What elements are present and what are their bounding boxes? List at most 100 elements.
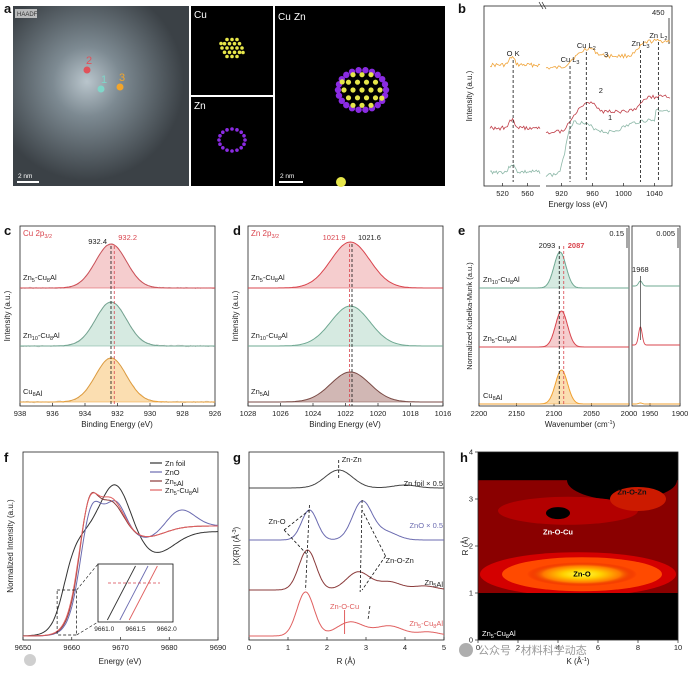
panel-label-f: f [4,450,9,465]
xps-title-main: Cu 2p [23,229,45,238]
g-series-label-3-part-4: Al [436,619,443,628]
g-series-label-3-part-1: 5 [418,624,421,630]
cuzn-edge-dot [336,177,346,187]
panel-c-ylabel: Intensity (a.u.) [3,290,12,341]
g-znozn-arrow [361,555,386,591]
g-series-label-2-part-0: Zn [425,578,434,587]
xps-sample-label-0-part-1: 5 [32,278,35,284]
f-zoom-connector [76,563,99,591]
zn-dot [230,127,234,131]
panel-label-b: b [458,1,466,16]
panel-f-xlabel: Energy (eV) [99,657,142,666]
panel-label-a: a [4,1,12,16]
cuzn-map-label-zn: Zn [294,12,306,23]
cuzn-zn-dot [355,67,362,74]
e-sample-label-1-part-4: Al [510,334,517,343]
b-series-right-3 [545,38,671,70]
h-xtick-label: 4 [556,643,560,652]
h-xtick-label: 2 [516,643,520,652]
xps-sample-label-0-part-3: 8 [275,278,278,284]
cuzn-zn-dot [335,92,343,99]
e-sample-label-1-part-2: -Cu [495,334,507,343]
b-edge-label-main: Zn L [649,31,664,40]
panel-label-h: h [460,450,468,465]
xps-fill-0 [248,242,443,288]
cuzn-cu-dot [350,72,356,78]
xps-sample-label-2-part-1: 8 [33,392,36,398]
b-series-left-1 [489,163,541,175]
zn-dot [243,138,247,142]
b-series-right-2 [545,94,671,135]
xps-title-sub: 3/2 [44,234,52,240]
g-annotation-znocu: Zn-O-Cu [330,602,359,611]
g-annotation-zno: Zn-O [269,517,286,526]
haadf-tag-box [15,9,37,18]
g-tick-label: 2 [325,643,329,652]
panel-f-ylabel: Normalized Intensity (a.u.) [6,499,15,593]
f-legend-label-0-part-0: Zn foil [165,459,186,468]
cuzn-map-label-cu: Cu [278,12,291,23]
panel-b-ylabel: Intensity (a.u.) [465,70,474,121]
zn-dot [218,142,222,147]
xps-tick-label: 1026 [272,409,289,418]
watermark-left: 六数科技 [24,654,80,667]
f-tick-label: 9650 [15,643,32,652]
panel-g-ylabel-sup: -3 [232,529,238,534]
cu-dot [241,50,245,55]
h-xtick-label: 0 [476,643,480,652]
panel-g-ylabel-end: ) [232,526,241,529]
panel-g-xlabel: R (Å) [337,657,356,666]
panel-label-g: g [233,450,241,465]
cuzn-zn-dot [334,86,342,94]
panel-a: a HAADF 1 2 3 2 nm Cu Zn Cu Zn 2 nm [4,1,445,187]
xps-title-sub: 3/2 [271,234,279,240]
xps-sample-label-0-part-2: -Cu [35,273,47,282]
h-xtick-label: 8 [636,643,640,652]
h-xtick-label: 6 [596,643,600,652]
cuzn-cu-dot [345,95,352,101]
f-legend-label-1: ZnO [165,468,180,477]
panel-e: e 2200 2150 2100 2050 2000 1950 1900Zn10-Cu8Al… [458,223,688,429]
zn-map-dots [217,127,247,153]
b-tick-label: 960 [586,189,599,198]
e-sample-label-0-part-2: -Cu [498,275,510,284]
zn-dot [235,148,239,152]
f-legend-label-3-part-0: Zn [165,486,174,495]
xps-peak-label-0: 1021.9 [323,233,346,242]
xps-title: Cu 2p3/2 [23,229,52,240]
map-scale-label: 2 nm [280,173,294,180]
b-edge-label-main: Cu L [561,55,577,64]
watermark-left-text: 六数科技 [40,654,80,667]
h-hotspot [527,562,637,587]
b-edge-label: Cu L3 [561,55,580,66]
g-curve-0 [249,469,444,489]
h-ytick-label: 0 [469,636,473,645]
b-break-mark [541,1,547,10]
xps-sample-label-0: Zn5-Cu8Al [251,273,285,284]
xps-peak-label-0: 932.4 [88,237,107,246]
b-tick-label: 1000 [615,189,632,198]
xps-sample-label-1-part-2: -Cu [266,331,278,340]
point-3-marker [116,83,124,91]
cu-dot [230,37,234,42]
cuzn-cu-dot [345,79,352,85]
map-scale-bar [279,181,303,183]
panel-e-frame-right [631,225,681,407]
b-tick-label: 920 [555,189,568,198]
f-legend-label-3-part-2: -Cu [177,486,189,495]
g-curve-3 [249,591,445,637]
zn-dot [230,149,234,153]
f-inset-tick-label: 9661.0 [94,626,114,633]
xps-peak-label-1: 932.2 [118,233,137,242]
panel-label-d: d [233,223,241,238]
xps-sample-label-2-part-4: Al [36,389,43,398]
cuzn-cu-dot [359,72,365,78]
e-tick-label: 2200 [471,409,488,418]
b-edge-label: Cu L2 [577,41,596,52]
xps-sample-label-2-part-1: 5 [260,392,263,398]
point-1-label: 1 [101,74,107,86]
